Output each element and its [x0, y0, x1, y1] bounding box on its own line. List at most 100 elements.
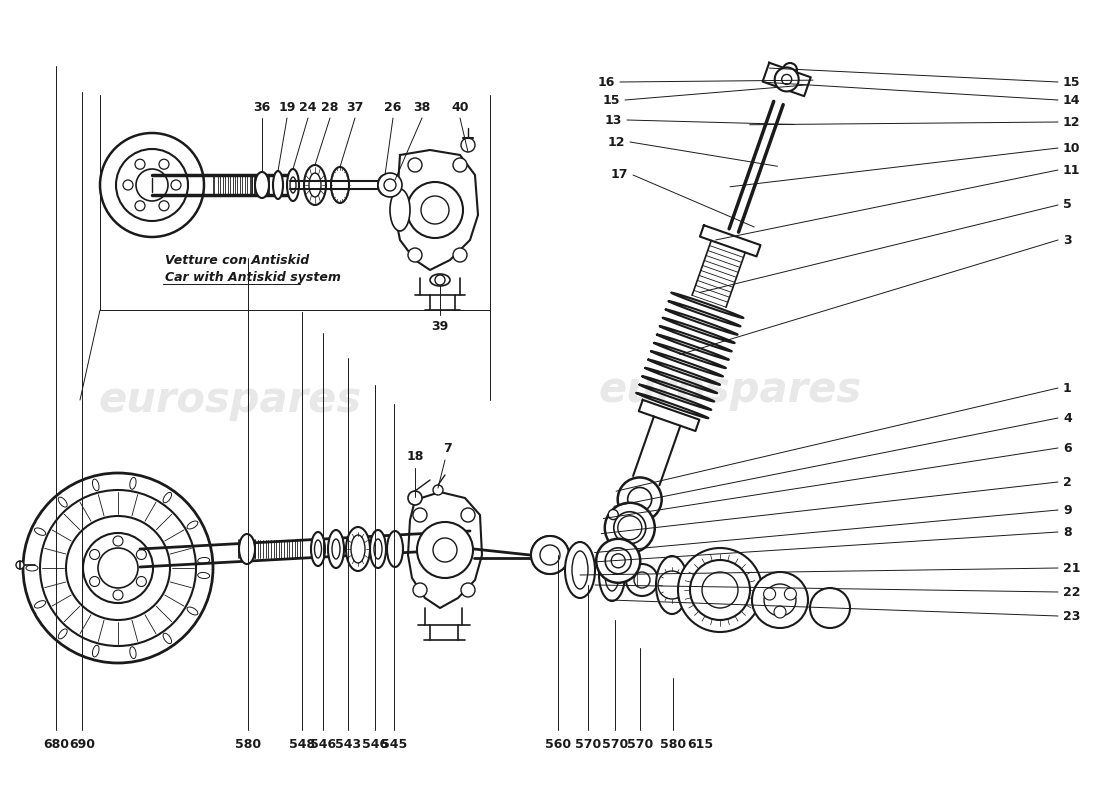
Text: 11: 11: [1063, 163, 1080, 177]
Text: 14: 14: [1063, 94, 1080, 106]
Circle shape: [783, 63, 798, 77]
Circle shape: [23, 473, 213, 663]
Circle shape: [690, 560, 750, 620]
Circle shape: [433, 538, 456, 562]
Polygon shape: [762, 62, 811, 96]
Circle shape: [66, 516, 170, 620]
Text: 580: 580: [235, 738, 261, 751]
Text: 10: 10: [1063, 142, 1080, 154]
Text: 17: 17: [610, 169, 628, 182]
Text: 9: 9: [1063, 503, 1071, 517]
Ellipse shape: [565, 542, 595, 598]
Ellipse shape: [351, 535, 365, 563]
Circle shape: [89, 550, 100, 559]
Circle shape: [113, 536, 123, 546]
Ellipse shape: [130, 646, 136, 658]
Circle shape: [82, 533, 153, 603]
Circle shape: [433, 485, 443, 495]
Text: eurospares: eurospares: [98, 379, 362, 421]
Circle shape: [618, 516, 641, 540]
Text: 16: 16: [597, 75, 615, 89]
Text: 12: 12: [1063, 115, 1080, 129]
Ellipse shape: [163, 492, 172, 502]
Ellipse shape: [596, 539, 640, 583]
Circle shape: [453, 248, 468, 262]
Ellipse shape: [187, 607, 198, 615]
Text: 615: 615: [686, 738, 713, 751]
Text: 570: 570: [575, 738, 601, 751]
Ellipse shape: [304, 165, 326, 205]
Polygon shape: [395, 150, 478, 270]
Circle shape: [702, 572, 738, 608]
Circle shape: [378, 173, 402, 197]
Ellipse shape: [58, 497, 67, 507]
Text: 26: 26: [384, 101, 402, 114]
Text: 24: 24: [299, 101, 317, 114]
Ellipse shape: [163, 634, 172, 644]
Ellipse shape: [328, 530, 344, 568]
Text: 15: 15: [1063, 75, 1080, 89]
Circle shape: [774, 67, 799, 91]
Text: eurospares: eurospares: [598, 369, 861, 411]
Circle shape: [421, 196, 449, 224]
Ellipse shape: [255, 172, 270, 198]
Ellipse shape: [34, 528, 45, 535]
Text: 19: 19: [278, 101, 296, 114]
Text: 680: 680: [43, 738, 69, 751]
Text: 548: 548: [289, 738, 315, 751]
Text: 18: 18: [406, 450, 424, 463]
Circle shape: [461, 508, 475, 522]
Ellipse shape: [531, 536, 569, 574]
Ellipse shape: [612, 554, 625, 568]
Polygon shape: [408, 492, 482, 608]
Circle shape: [764, 584, 796, 616]
Ellipse shape: [390, 189, 410, 231]
Ellipse shape: [387, 531, 403, 567]
Ellipse shape: [273, 171, 283, 199]
Ellipse shape: [239, 534, 255, 564]
Circle shape: [408, 248, 422, 262]
Text: 39: 39: [431, 320, 449, 333]
Text: 38: 38: [414, 101, 430, 114]
Text: 690: 690: [69, 738, 95, 751]
Ellipse shape: [374, 539, 382, 559]
Circle shape: [384, 179, 396, 191]
Ellipse shape: [290, 177, 296, 193]
Ellipse shape: [656, 556, 688, 614]
Ellipse shape: [287, 169, 299, 201]
Ellipse shape: [331, 167, 349, 203]
Ellipse shape: [370, 530, 386, 568]
Text: 12: 12: [607, 135, 625, 149]
Circle shape: [810, 588, 850, 628]
Text: 22: 22: [1063, 586, 1080, 598]
Ellipse shape: [187, 521, 198, 529]
Ellipse shape: [26, 565, 39, 571]
Text: 7: 7: [443, 442, 452, 455]
Text: 6: 6: [1063, 442, 1071, 454]
Ellipse shape: [92, 646, 99, 657]
Text: 5: 5: [1063, 198, 1071, 211]
Circle shape: [417, 522, 473, 578]
Circle shape: [763, 588, 776, 600]
Circle shape: [16, 561, 24, 569]
Circle shape: [658, 571, 686, 599]
Ellipse shape: [315, 540, 321, 558]
Polygon shape: [639, 400, 700, 431]
Circle shape: [461, 583, 475, 597]
Text: 8: 8: [1063, 526, 1071, 538]
Ellipse shape: [572, 551, 588, 589]
Circle shape: [412, 583, 427, 597]
Text: 37: 37: [346, 101, 364, 114]
Circle shape: [453, 158, 468, 172]
Circle shape: [782, 74, 792, 85]
Circle shape: [461, 138, 475, 152]
Circle shape: [136, 577, 146, 586]
Circle shape: [678, 548, 762, 632]
Ellipse shape: [198, 573, 210, 578]
Circle shape: [752, 572, 808, 628]
Text: 28: 28: [321, 101, 339, 114]
Ellipse shape: [605, 548, 631, 574]
Ellipse shape: [605, 559, 619, 591]
Text: 2: 2: [1063, 475, 1071, 489]
Ellipse shape: [34, 601, 45, 608]
